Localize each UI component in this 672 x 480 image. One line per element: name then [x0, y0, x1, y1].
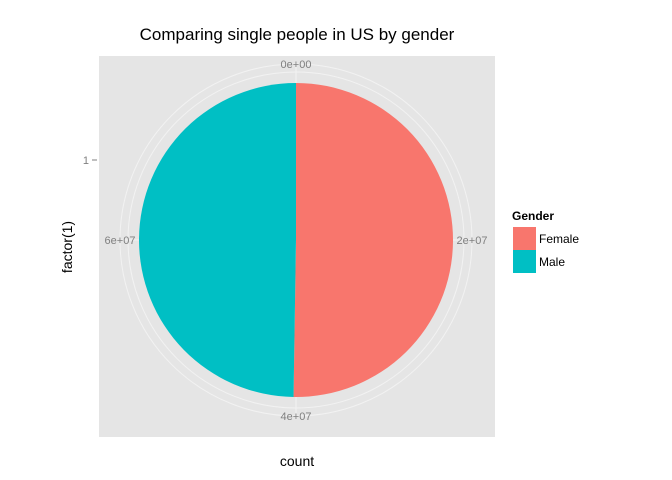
legend-items: Female Male [513, 227, 579, 273]
slices-layer [139, 83, 454, 398]
legend-key-male [513, 250, 536, 273]
theta-tick-label-1: 2e+07 [457, 235, 488, 247]
theta-tick-label-0: 0e+00 [281, 59, 312, 71]
pie-slice-male [139, 83, 296, 397]
theta-tick-label-2: 4e+07 [281, 411, 312, 423]
y-axis-title: factor(1) [59, 221, 75, 273]
legend-key-female [513, 227, 536, 250]
y-tick-label: 1 [83, 155, 89, 167]
pie-slice-female [293, 83, 454, 398]
y-axis: 1 factor(1) [59, 155, 97, 273]
legend: Gender Female Male [512, 209, 579, 273]
legend-label-male: Male [539, 255, 565, 269]
theta-ticks: 0e+00 2e+07 4e+07 6e+07 [105, 59, 488, 423]
legend-title: Gender [512, 209, 554, 223]
theta-tick-label-3: 6e+07 [105, 235, 136, 247]
chart-title: Comparing single people in US by gender [140, 25, 455, 44]
legend-label-female: Female [539, 232, 579, 246]
x-axis-title: count [280, 453, 314, 469]
